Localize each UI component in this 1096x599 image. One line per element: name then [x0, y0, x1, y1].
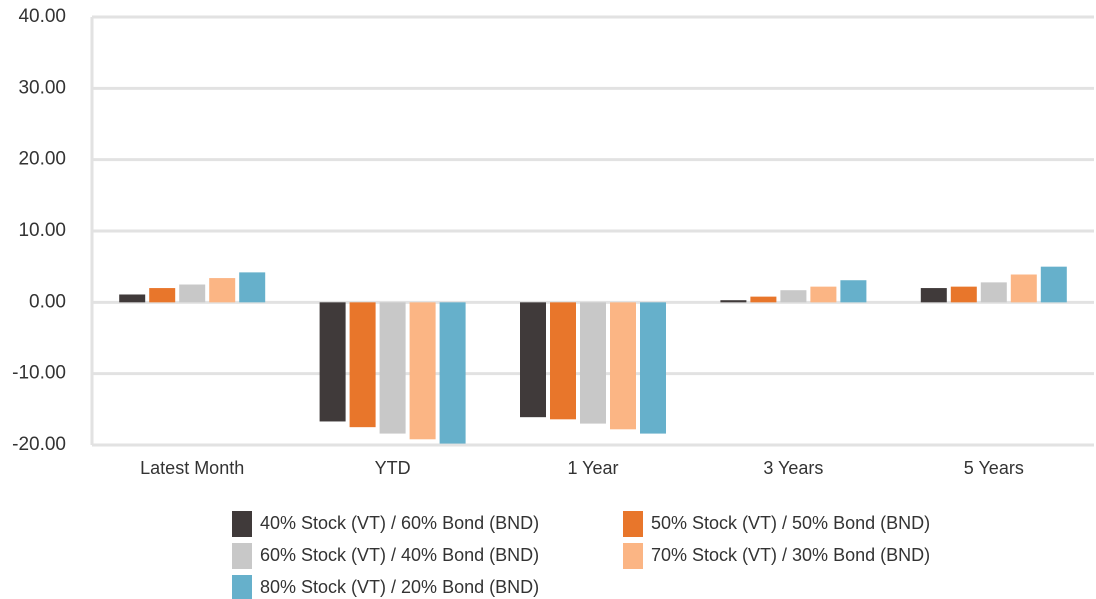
- bar: [810, 286, 837, 303]
- legend-swatch: [623, 511, 643, 537]
- legend-label: 40% Stock (VT) / 60% Bond (BND): [260, 513, 539, 533]
- y-tick-label: 20.00: [18, 149, 66, 170]
- bar: [1040, 266, 1067, 303]
- bar: [640, 302, 666, 434]
- bar: [349, 302, 376, 428]
- y-tick-label: -10.00: [12, 363, 66, 384]
- legend-label: 60% Stock (VT) / 40% Bond (BND): [260, 545, 539, 565]
- bar: [319, 302, 346, 422]
- bar: [1010, 274, 1037, 303]
- legend-swatch: [232, 575, 252, 599]
- bar: [239, 272, 266, 303]
- legend-swatch: [232, 543, 252, 569]
- bar: [379, 302, 406, 434]
- y-tick-label: 0.00: [29, 291, 66, 312]
- bar: [209, 278, 236, 303]
- bar: [610, 302, 636, 430]
- bar: [780, 290, 807, 303]
- y-tick-label: 30.00: [18, 77, 66, 98]
- bar: [580, 302, 606, 424]
- x-tick-label: Latest Month: [140, 458, 244, 478]
- bar: [409, 302, 436, 440]
- bar: [550, 302, 576, 420]
- bar: [920, 288, 947, 303]
- bar: [720, 300, 747, 303]
- legend-swatch: [623, 543, 643, 569]
- bar: [520, 302, 546, 418]
- x-tick-label: 3 Years: [763, 458, 823, 478]
- y-tick-label: -20.00: [12, 434, 66, 455]
- y-tick-label: 40.00: [18, 6, 66, 27]
- bar: [179, 284, 206, 303]
- bar: [439, 302, 466, 444]
- legend-label: 70% Stock (VT) / 30% Bond (BND): [651, 545, 930, 565]
- bar: [840, 280, 867, 303]
- bar: [750, 296, 777, 303]
- bar: [119, 294, 146, 303]
- x-tick-label: 1 Year: [567, 458, 618, 478]
- bar: [980, 282, 1007, 303]
- x-tick-label: 5 Years: [964, 458, 1024, 478]
- legend-swatch: [232, 511, 252, 537]
- legend-label: 80% Stock (VT) / 20% Bond (BND): [260, 577, 539, 597]
- y-tick-label: 10.00: [18, 220, 66, 241]
- bar: [950, 286, 977, 303]
- bar: [149, 288, 176, 303]
- x-tick-label: YTD: [375, 458, 411, 478]
- legend-label: 50% Stock (VT) / 50% Bond (BND): [651, 513, 930, 533]
